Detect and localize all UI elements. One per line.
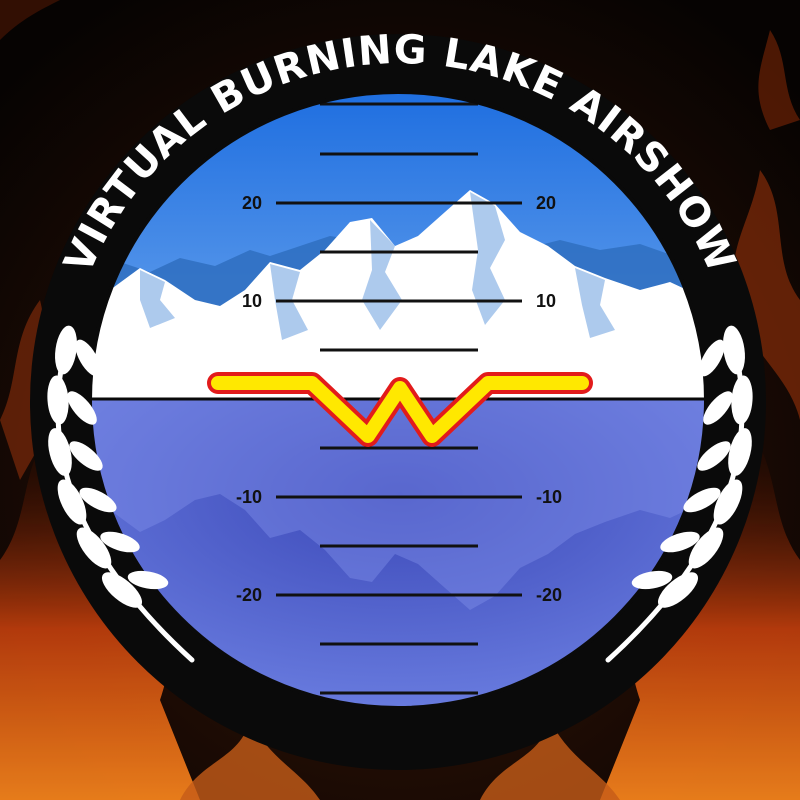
pitch-label-right: 10 <box>536 291 556 311</box>
w-emblem: W <box>207 372 593 447</box>
pitch-label-left: 20 <box>242 193 262 213</box>
mountain-reflection <box>90 400 706 610</box>
pitch-label-right: 20 <box>536 193 556 213</box>
pitch-label-right: -20 <box>536 585 562 605</box>
pitch-label-left: 10 <box>242 291 262 311</box>
pitch-ladder <box>276 102 522 695</box>
pitch-label-left: -20 <box>236 585 262 605</box>
right-laurel-icon <box>605 325 753 663</box>
left-laurel-icon <box>47 325 195 663</box>
snow-mountains <box>90 190 706 400</box>
pitch-label-left: -10 <box>236 487 262 507</box>
pitch-label-right: -10 <box>536 487 562 507</box>
